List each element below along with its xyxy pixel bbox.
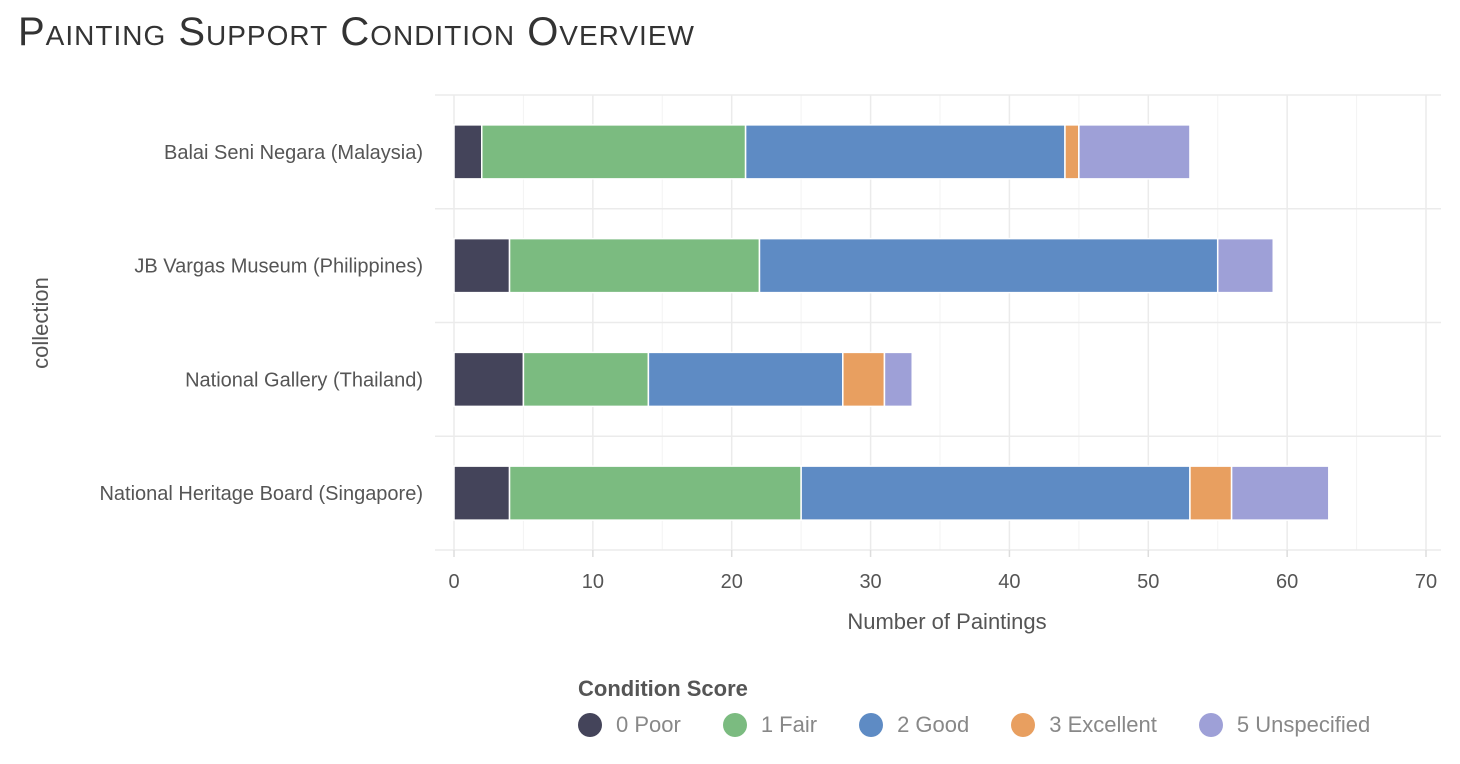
bar-segment[interactable] xyxy=(883,351,913,408)
legend-label: 0 Poor xyxy=(616,712,681,737)
bar-segment[interactable] xyxy=(1230,465,1330,521)
legend-swatch xyxy=(1011,713,1036,737)
legend-label: 1 Fair xyxy=(760,712,818,737)
legend: Condition Score 0 Poor 1 Fair 2 Good 3 Exce… xyxy=(578,676,1412,738)
bar-segment[interactable] xyxy=(508,237,761,294)
y-tick-label: Balai Seni Negara (Malaysia) xyxy=(164,142,423,164)
bar-segment[interactable] xyxy=(508,465,802,521)
x-tick-label: 40 xyxy=(998,571,1020,593)
legend-item[interactable]: 2 Good xyxy=(859,712,969,738)
y-axis-title: collection xyxy=(28,277,53,369)
x-tick-label: 0 xyxy=(448,571,459,593)
x-tick-label: 10 xyxy=(582,571,604,593)
legend-item[interactable]: 1 Fair xyxy=(722,712,818,738)
legend-swatch xyxy=(722,713,747,737)
bar-segment[interactable] xyxy=(453,124,483,180)
x-tick-label: 70 xyxy=(1415,571,1437,593)
legend-label: 3 Excellent xyxy=(1049,712,1157,737)
bar-segment[interactable] xyxy=(758,237,1219,294)
y-tick-label: National Heritage Board (Singapore) xyxy=(99,483,423,505)
bar-segment[interactable] xyxy=(1078,124,1191,180)
y-tick-label: National Gallery (Thailand) xyxy=(185,369,423,391)
legend-item[interactable]: 3 Excellent xyxy=(1011,712,1157,738)
bar-segment[interactable] xyxy=(800,465,1191,521)
chart-title: Painting Support Condition Overview xyxy=(18,10,695,54)
bar-segment[interactable] xyxy=(1189,465,1233,521)
x-axis-title: Number of Paintings xyxy=(847,609,1046,634)
bar-segment[interactable] xyxy=(522,351,650,408)
legend-title: Condition Score xyxy=(578,676,748,701)
legend-label: 5 Unspecified xyxy=(1236,712,1371,737)
x-tick-label: 50 xyxy=(1137,571,1159,593)
legend-swatch xyxy=(1198,713,1223,737)
legend-swatch xyxy=(578,713,602,737)
bar-segment[interactable] xyxy=(453,465,511,521)
legend-item[interactable]: 0 Poor xyxy=(578,712,681,738)
bar-segment[interactable] xyxy=(647,351,844,408)
bar-segment[interactable] xyxy=(842,351,886,408)
legend-swatch xyxy=(859,713,884,737)
x-tick-label: 20 xyxy=(721,571,743,593)
x-tick-label: 30 xyxy=(859,571,881,593)
bar-segment[interactable] xyxy=(744,124,1066,180)
bar-segment[interactable] xyxy=(1064,124,1080,180)
x-tick-label: 60 xyxy=(1276,571,1298,593)
axes: 0 10 20 30 40 50 60 70 Balai Seni Negara (Malays… xyxy=(99,142,1437,593)
legend-items: 0 Poor 1 Fair 2 Good 3 Excellent 5 Unspecifi… xyxy=(578,712,1412,738)
y-tick-label: JB Vargas Museum (Philippines) xyxy=(134,256,423,278)
bars xyxy=(453,124,1330,521)
legend-label: 2 Good xyxy=(897,712,970,737)
bar-segment[interactable] xyxy=(1216,237,1275,294)
legend-item[interactable]: 5 Unspecified xyxy=(1198,712,1371,738)
bar-segment[interactable] xyxy=(453,237,511,294)
bar-segment[interactable] xyxy=(481,124,747,180)
bar-segment[interactable] xyxy=(453,351,525,408)
